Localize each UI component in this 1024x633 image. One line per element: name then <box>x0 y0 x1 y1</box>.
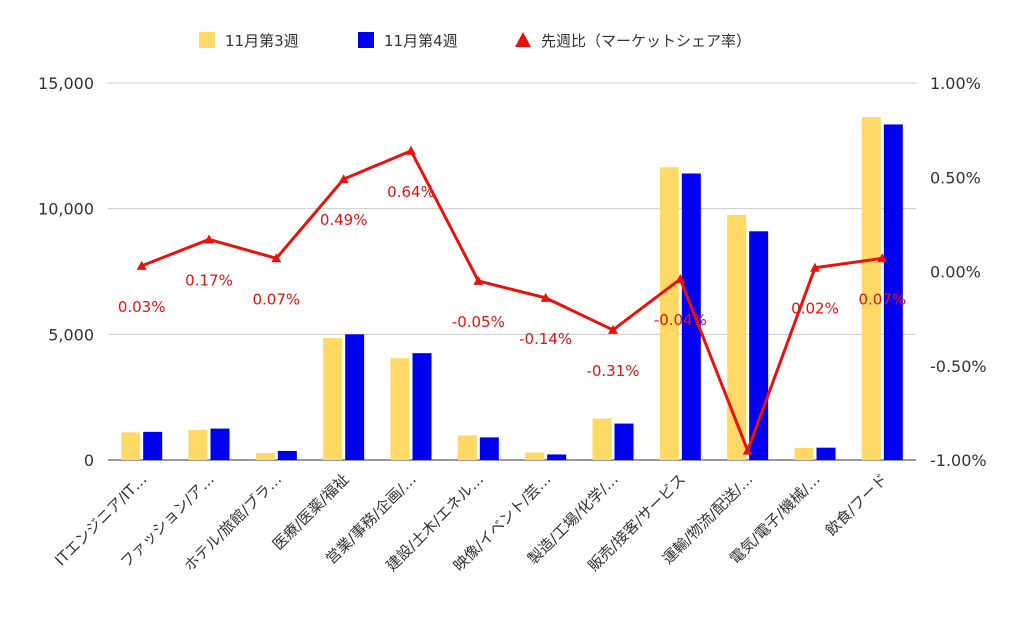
bar <box>479 437 499 460</box>
ratio-marker <box>608 324 618 334</box>
ratio-marker <box>675 274 686 284</box>
bar <box>794 447 814 460</box>
bar <box>188 429 208 460</box>
bars <box>121 116 903 461</box>
bar <box>457 435 477 460</box>
left-tick-label: 5,000 <box>48 325 94 344</box>
ratio-label: -0.04% <box>654 311 707 329</box>
bar <box>210 428 230 460</box>
left-tick-label: 0 <box>84 451 94 470</box>
ratio-marker <box>810 262 820 272</box>
ratio-label: 0.07% <box>253 290 301 308</box>
bar <box>323 338 343 460</box>
ratio-label: -0.14% <box>519 330 572 348</box>
ratio-marker <box>473 275 484 285</box>
bar <box>727 214 747 460</box>
ratio-label: 0.07% <box>859 290 907 308</box>
ratio-label: 0.17% <box>185 271 233 289</box>
legend-item: 11月第4週 <box>358 32 458 50</box>
ratio-marker <box>204 234 214 244</box>
left-tick-label: 15,000 <box>38 74 94 93</box>
ratio-label: 0.64% <box>387 183 435 201</box>
bar <box>525 452 545 460</box>
right-tick-label: -0.50% <box>930 357 987 376</box>
bar <box>614 423 634 460</box>
right-axis: -1.00% -0.50% 0.00% 0.50% 1.00% <box>930 74 987 470</box>
legend-label: 11月第4週 <box>384 32 458 50</box>
bar <box>547 454 567 460</box>
bar <box>121 432 141 460</box>
legend-item: 11月第3週 <box>199 32 299 50</box>
right-tick-label: 1.00% <box>930 74 981 93</box>
ratio-line <box>136 145 888 455</box>
ratio-label: -0.05% <box>452 313 505 331</box>
gridlines <box>108 82 916 461</box>
legend-label: 11月第3週 <box>225 32 299 50</box>
ratio-marker <box>877 253 888 263</box>
right-tick-label: 0.00% <box>930 263 981 282</box>
bar <box>883 124 903 460</box>
legend: 11月第3週 11月第4週 先週比（マーケットシェア率） <box>199 32 751 50</box>
bar <box>749 231 769 460</box>
bar <box>412 353 432 460</box>
bar <box>390 358 410 460</box>
bar <box>345 334 365 460</box>
ratio-label: 0.03% <box>118 298 166 316</box>
ratio-marker <box>742 445 753 455</box>
legend-swatch <box>199 32 215 48</box>
bar <box>143 431 163 460</box>
bar <box>255 452 275 460</box>
bar <box>681 173 701 461</box>
bar <box>816 447 836 460</box>
right-tick-label: 0.50% <box>930 168 981 187</box>
legend-swatch <box>358 32 374 48</box>
left-tick-label: 10,000 <box>38 200 94 219</box>
bar <box>277 450 297 460</box>
ratio-label: -0.31% <box>586 362 639 380</box>
ratio-marker <box>271 253 282 263</box>
category-axis: ITエンジニア/IT…ファッション/ア…ホテル/旅館/ブラ…医療/医薬/福祉営業… <box>51 470 891 575</box>
ratio-marker <box>540 292 551 302</box>
ratio-labels: 0.03% 0.17% 0.07% 0.49% 0.64% -0.05% -0.14% -0.… <box>118 183 906 380</box>
bar <box>659 167 679 461</box>
left-axis: 0 5,000 10,000 15,000 <box>38 74 94 470</box>
ratio-label: 0.02% <box>791 300 839 318</box>
legend-triangle-icon <box>515 32 531 47</box>
bar <box>861 116 881 461</box>
ratio-label: 0.49% <box>320 211 368 229</box>
legend-label: 先週比（マーケットシェア率） <box>541 32 751 50</box>
ratio-marker <box>136 260 147 270</box>
ratio-line-path <box>141 149 883 453</box>
legend-item: 先週比（マーケットシェア率） <box>515 32 751 50</box>
ratio-marker <box>406 145 416 155</box>
right-tick-label: -1.00% <box>930 451 987 470</box>
bar <box>592 418 612 460</box>
ratio-marker <box>338 174 349 184</box>
category-label: 飲食/フード <box>822 470 891 539</box>
